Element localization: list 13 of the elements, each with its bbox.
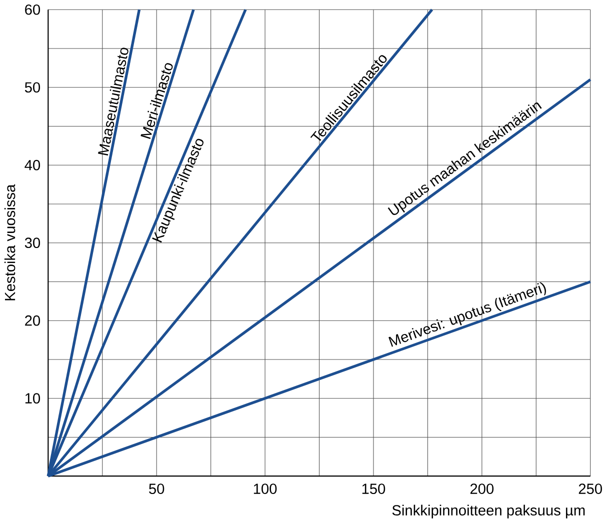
x-tick-label: 150	[362, 484, 386, 494]
y-tick-label: 10	[25, 393, 40, 404]
x-axis-title: Sinkkipinnoitteen paksuus µm	[392, 504, 585, 518]
y-tick-label: 40	[24, 160, 40, 170]
x-tick-label: 50	[149, 484, 164, 494]
x-tick-label: 200	[470, 484, 494, 494]
x-tick-label: 100	[254, 484, 277, 494]
y-tick-label: 30	[24, 238, 40, 248]
y-axis-title: Kestoika vuosissa	[4, 184, 16, 300]
y-tick-label: 20	[25, 316, 40, 326]
y-tick-label: 50	[24, 82, 40, 93]
y-tick-label: 60	[25, 4, 40, 15]
x-tick-label: 250	[578, 484, 602, 494]
